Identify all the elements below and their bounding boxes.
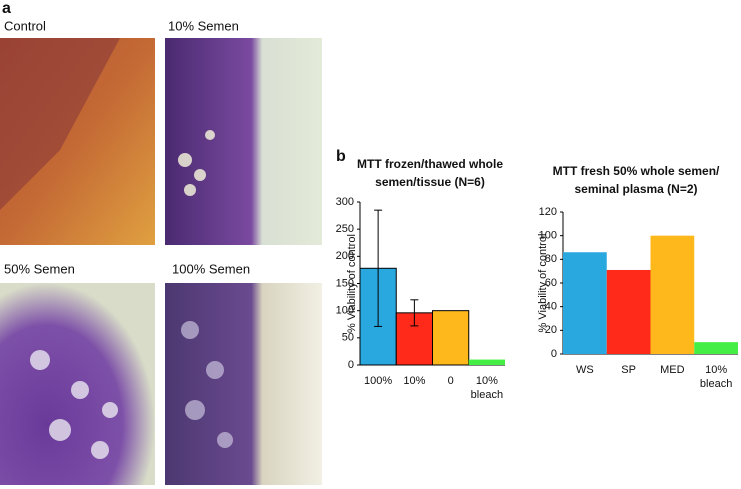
x-tick-label: 100% — [364, 375, 392, 387]
x-tick-label: 0 — [448, 375, 454, 387]
panel-label: a — [2, 0, 11, 17]
y-tick-label: 60 — [545, 277, 557, 289]
chart-title: seminal plasma (N=2) — [574, 182, 697, 196]
chart-title: MTT fresh 50% whole semen/ — [553, 164, 720, 178]
y-tick-label: 100 — [539, 230, 557, 242]
error-bar — [410, 299, 419, 327]
x-tick-label: SP — [621, 364, 636, 376]
y-tick-label: 100 — [336, 305, 354, 317]
micrograph — [165, 283, 322, 485]
y-tick-label: 0 — [551, 348, 557, 360]
bar — [694, 342, 738, 354]
tissue — [0, 38, 120, 210]
image-label: Control — [4, 18, 46, 33]
crypts — [30, 350, 118, 459]
image-label: 10% Semen — [168, 18, 239, 33]
y-axis-label: % Viability of control — [537, 234, 549, 333]
y-tick-label: 120 — [539, 206, 557, 218]
x-tick-label: 10% bleach — [700, 364, 732, 390]
micrograph — [165, 38, 322, 245]
x-tick-label: 10% — [403, 375, 425, 387]
chart-title: MTT frozen/thawed whole — [357, 157, 503, 171]
image-label: 50% Semen — [4, 261, 75, 276]
image-label: 100% Semen — [172, 261, 250, 276]
bar — [563, 252, 607, 354]
y-axis-label: % Viability of control — [346, 234, 358, 333]
cells — [178, 130, 215, 196]
y-tick-label: 0 — [348, 359, 354, 371]
y-tick-label: 150 — [336, 277, 354, 289]
y-tick-label: 50 — [342, 332, 354, 344]
bar — [432, 310, 470, 366]
error-bar — [374, 209, 383, 327]
bar — [650, 235, 695, 354]
y-tick-label: 250 — [336, 223, 354, 235]
y-tick-label: 200 — [336, 250, 354, 262]
bar — [606, 269, 651, 354]
x-tick-label: WS — [576, 364, 594, 376]
chart-title: semen/tissue (N=6) — [375, 175, 485, 189]
x-tick-label: 10% bleach — [471, 375, 503, 401]
y-tick-label: 20 — [545, 324, 557, 336]
y-tick-label: 300 — [336, 196, 354, 208]
bar — [468, 359, 505, 365]
x-tick-label: MED — [660, 364, 685, 376]
y-tick-label: 40 — [545, 301, 557, 313]
y-tick-label: 80 — [545, 253, 557, 265]
panel-label: b — [336, 148, 346, 165]
crypts — [181, 321, 233, 448]
